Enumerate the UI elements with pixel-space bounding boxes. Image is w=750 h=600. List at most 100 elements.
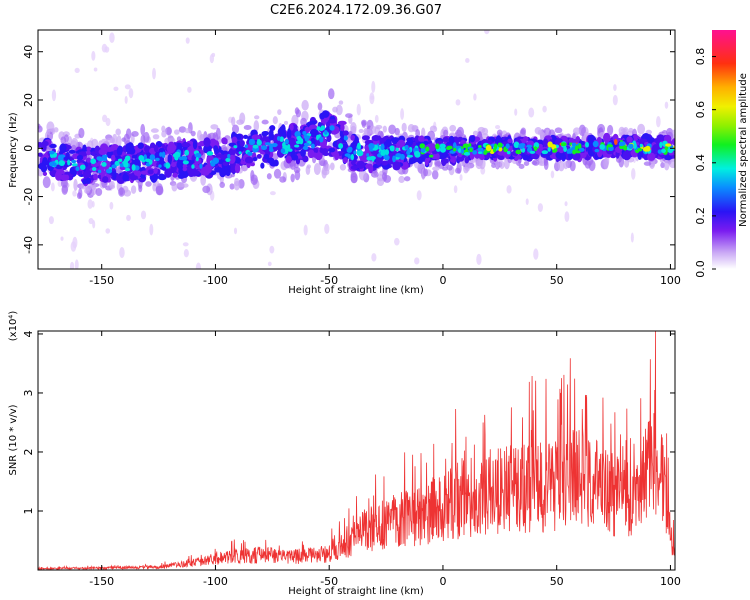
snr-xtick-label: -100 [203, 575, 228, 588]
spectrogram-core [213, 145, 219, 152]
spectrogram-halo [382, 125, 387, 133]
spectrogram-peak [238, 151, 242, 155]
spectrogram-peak [316, 134, 320, 141]
spectrogram-peak [371, 155, 375, 162]
spectrogram-core [172, 172, 178, 178]
spectrogram-peak [114, 160, 120, 167]
spectrogram-peak [111, 164, 117, 169]
spectrogram-peak [105, 168, 113, 174]
spectrogram-core [135, 170, 142, 177]
spectrogram-core [423, 153, 431, 159]
spectrogram-peak [477, 147, 484, 152]
spectrogram-core [186, 164, 192, 174]
spectrogram-speckle [542, 105, 547, 113]
spectrogram-peak [138, 155, 145, 161]
spectrogram-peak [161, 151, 166, 159]
spectrogram-peak [225, 157, 231, 162]
spectrogram-peak [435, 143, 440, 150]
spectrogram-peak [529, 150, 536, 154]
spectrogram-peak [184, 149, 190, 156]
spectrogram-peak [91, 167, 97, 171]
spectrogram-speckle [453, 185, 458, 194]
spectrogram-halo [339, 164, 347, 171]
spectrogram-peak [310, 143, 315, 149]
spectrogram-halo [155, 183, 164, 195]
spectrogram-peak [483, 150, 488, 155]
spectrogram-peak [182, 160, 189, 165]
spectrogram-speckle [109, 201, 114, 210]
spectrogram-peak [276, 136, 281, 141]
snr-xtick-label: 0 [439, 575, 446, 588]
spectrogram-halo [569, 160, 576, 172]
spectrogram-core [192, 139, 198, 150]
spectrogram-peak [428, 154, 434, 158]
spectrogram-peak [389, 145, 395, 152]
snr-multiplier: (x10⁴) [8, 311, 19, 342]
spectrogram-core [538, 145, 544, 152]
spectrogram-halo [42, 176, 51, 189]
spectrogram-halo [60, 179, 68, 188]
spectrogram-halo [306, 164, 312, 169]
spectrogram-peak [329, 125, 335, 131]
spectrogram-core [263, 153, 270, 160]
spectrogram-core [93, 173, 98, 181]
spectrogram-peak [279, 136, 284, 142]
spectrogram-speckle [374, 114, 379, 123]
spectrogram-peak [420, 147, 426, 153]
spectrogram-speckle [394, 237, 400, 246]
spectrogram-core [464, 156, 470, 164]
spectrogram-speckle [126, 214, 131, 221]
spectrogram-halo [105, 137, 114, 144]
spectrogram-peak [452, 147, 457, 152]
spectrogram-speckle [69, 261, 75, 269]
spectrogram-core [428, 143, 436, 152]
spectrogram-peak [181, 155, 188, 161]
spectrogram-halo [464, 162, 471, 172]
spectrogram-core [140, 170, 150, 175]
spectrogram-peak [614, 139, 618, 146]
spectrogram-peak [353, 150, 357, 155]
spectrogram-halo [317, 102, 323, 111]
spectrogram-core [579, 152, 587, 159]
spectrogram-halo [283, 120, 289, 125]
spectrogram-halo [643, 161, 652, 166]
spectrogram-peak [493, 147, 497, 153]
spectrogram-halo [130, 185, 137, 194]
spectrogram-speckle [91, 50, 96, 61]
spectrogram-halo [401, 122, 407, 132]
spectrogram-speckle [267, 261, 272, 267]
spectrogram-peak [49, 161, 55, 167]
spectrogram-peak [261, 145, 268, 151]
spectrogram-peak [659, 141, 663, 149]
spectrogram-peak [159, 152, 163, 157]
spectrogram-speckle [506, 185, 512, 194]
spectrogram-halo [423, 168, 429, 177]
spectrogram-halo [301, 99, 309, 111]
spectrogram-peak [592, 140, 599, 148]
spectrogram-halo [161, 130, 167, 138]
spectrogram-peak [547, 141, 553, 148]
spectrogram-halo [84, 188, 90, 194]
spectrogram-peak [384, 154, 390, 161]
spectrogram-peak [303, 142, 310, 147]
spectrogram-core [328, 147, 336, 153]
spectrogram-halo [173, 129, 180, 135]
spectrogram-core [104, 146, 114, 152]
spectrogram-core [339, 128, 345, 139]
spectrogram-halo [383, 174, 392, 183]
spectrogram-core [81, 178, 88, 185]
spectrogram-halo [143, 131, 150, 143]
spectrogram-core [266, 157, 275, 164]
spectrogram-peak [75, 166, 80, 172]
spectrogram-peak [144, 158, 151, 163]
spectrogram-core [280, 124, 286, 135]
spectrogram-halo [277, 109, 282, 116]
spectrogram-peak [541, 150, 549, 155]
spectrogram-core [626, 136, 633, 143]
spectrogram-peak [282, 142, 286, 148]
spectrogram-halo [178, 126, 187, 133]
spectrogram-speckle [195, 262, 202, 269]
spectrogram-halo [190, 130, 196, 137]
spectrogram-halo [294, 169, 301, 181]
spectrogram-halo [253, 120, 260, 132]
